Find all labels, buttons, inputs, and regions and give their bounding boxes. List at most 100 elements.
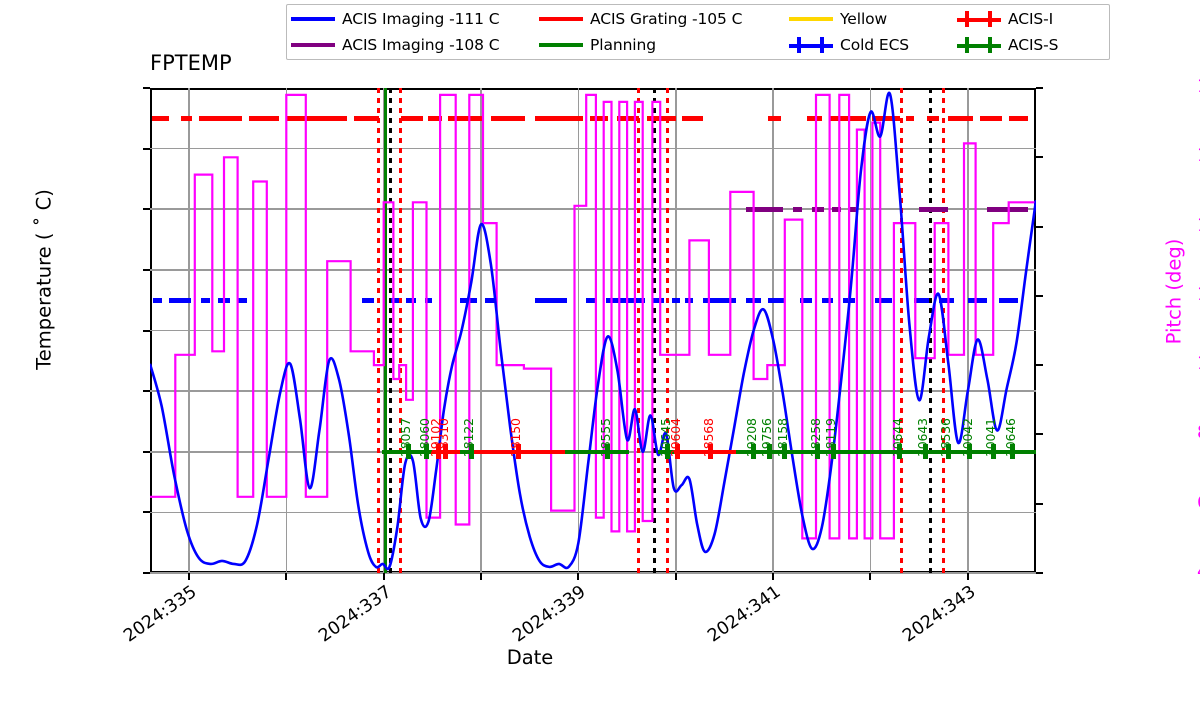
limit-line-108 <box>831 206 842 212</box>
gridline-vertical <box>577 88 580 573</box>
legend-line-swatch <box>539 43 583 47</box>
x-tick <box>382 573 385 580</box>
limit-line-111 <box>768 297 785 303</box>
legend-line-swatch <box>789 17 833 21</box>
obsid-marker[interactable] <box>443 444 449 460</box>
limit-line-105 <box>807 115 822 121</box>
limit-line-105 <box>829 115 866 121</box>
vertical-event-line <box>377 88 381 573</box>
x-tick-label: 2024:335 <box>120 582 201 647</box>
obsid-marker[interactable] <box>708 444 714 460</box>
y2-tick <box>1036 87 1043 89</box>
limit-line-111 <box>484 297 495 303</box>
gridline-vertical <box>674 88 677 573</box>
obsid-marker[interactable] <box>1010 444 1016 460</box>
y-tick <box>143 329 150 332</box>
legend-item-acis-grating-105-c[interactable]: ACIS Grating -105 C <box>539 7 789 31</box>
x-tick <box>674 573 677 580</box>
obsid-marker[interactable] <box>468 444 474 460</box>
obsid-label: 28119 <box>823 417 839 457</box>
limit-line-105 <box>979 115 1002 121</box>
limit-line-111 <box>800 297 813 303</box>
limit-line-105 <box>681 115 703 121</box>
obsid-marker[interactable] <box>605 444 611 460</box>
legend-item-acis-s[interactable]: ACIS-S <box>957 33 1107 57</box>
obsid-marker[interactable] <box>424 444 429 460</box>
obsid-marker[interactable] <box>751 444 757 460</box>
vertical-event-line <box>384 88 388 573</box>
y-tick <box>143 511 150 514</box>
gridline-horizontal <box>150 390 1036 392</box>
x-tick-label: 2024:337 <box>314 582 396 647</box>
obsid-marker[interactable] <box>405 444 411 460</box>
y2-tick <box>1036 433 1043 436</box>
chart-legend: ACIS Imaging -111 C ACIS Grating -105 C Ye… <box>286 4 1110 60</box>
data-traces <box>150 91 1036 571</box>
gridline-vertical <box>869 88 872 573</box>
y-tick <box>143 268 150 271</box>
obsid-marker[interactable] <box>766 444 772 460</box>
legend-item-planning[interactable]: Planning <box>539 33 789 57</box>
vertical-event-line <box>652 88 656 573</box>
limit-line-111 <box>703 297 737 303</box>
limit-line-111 <box>605 297 645 303</box>
obsid-marker[interactable] <box>830 444 836 460</box>
limit-line-105 <box>905 115 915 121</box>
obsid-marker[interactable] <box>967 444 973 460</box>
obsid-marker[interactable] <box>897 444 903 460</box>
y2-tick <box>1036 572 1043 574</box>
x-tick <box>480 573 483 580</box>
y2-tick <box>1036 156 1043 159</box>
gridline-horizontal <box>150 511 1036 514</box>
obsid-marker[interactable] <box>945 444 951 460</box>
limit-line-111 <box>914 297 929 303</box>
obsid-marker[interactable] <box>665 444 671 460</box>
limit-line-111 <box>391 297 400 303</box>
obsid-label: 28568 <box>700 417 716 457</box>
gridline-horizontal <box>150 269 1036 271</box>
obsid-marker[interactable] <box>515 444 521 460</box>
obsid-marker[interactable] <box>782 444 788 460</box>
y-tick <box>143 147 150 150</box>
gridline-horizontal <box>150 208 1036 211</box>
gridline-horizontal <box>150 147 1036 150</box>
legend-item-cold-ecs[interactable]: Cold ECS <box>789 33 957 57</box>
legend-item-label: ACIS Imaging -111 C <box>342 10 500 28</box>
limit-line-108 <box>919 206 949 212</box>
gridline-vertical <box>480 88 482 573</box>
limit-line-105 <box>490 115 525 121</box>
obsid-marker[interactable] <box>435 444 441 460</box>
y2-tick <box>1036 502 1043 505</box>
y2-tick <box>1036 294 1043 297</box>
limit-line-111 <box>152 297 162 303</box>
legend-item-label: ACIS Grating -105 C <box>590 10 743 28</box>
fptemp-line <box>150 91 1036 571</box>
obsid-marker[interactable] <box>990 444 996 460</box>
legend-line-swatch <box>291 43 335 47</box>
limit-line-111 <box>999 297 1019 303</box>
obsid-marker[interactable] <box>922 444 928 460</box>
obsid-marker[interactable] <box>815 444 821 460</box>
limit-line-111 <box>967 297 988 303</box>
obsid-marker[interactable] <box>675 444 681 460</box>
gridline-vertical <box>967 88 969 573</box>
limit-line-111 <box>875 297 892 303</box>
obsid-label: 30643 <box>915 417 930 457</box>
legend-item-acis-imaging-108-c[interactable]: ACIS Imaging -108 C <box>291 33 539 57</box>
y2-tick <box>1036 225 1043 228</box>
x-tick <box>869 573 872 580</box>
obsid-label: 28158 <box>774 417 790 457</box>
limit-line-111 <box>938 297 955 303</box>
limit-line-105 <box>926 115 939 121</box>
obsid-label: 30644 <box>889 417 905 457</box>
limit-line-108 <box>745 206 783 212</box>
legend-item-acis-imaging-111-c[interactable]: ACIS Imaging -111 C <box>291 7 539 31</box>
y-tick <box>143 390 150 393</box>
y2-tick-label: 160 <box>1197 145 1200 166</box>
limit-line-108 <box>812 206 824 212</box>
pitch-trace <box>150 93 1036 540</box>
limit-line-105 <box>1008 115 1029 121</box>
legend-item-yellow[interactable]: Yellow <box>789 7 957 31</box>
legend-item-acis-i[interactable]: ACIS-I <box>957 7 1107 31</box>
